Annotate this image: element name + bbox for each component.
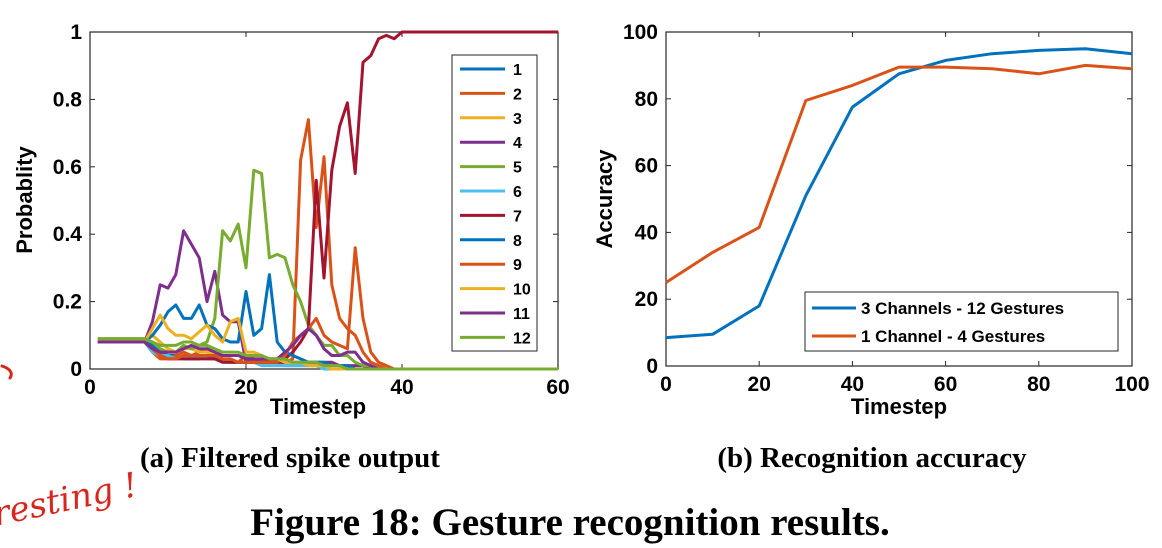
chart-b-ytick-label: 20: [635, 288, 658, 311]
chart-a-lines: [97, 30, 558, 371]
chart-a-ytick-label: 1: [70, 21, 82, 44]
chart-b-ytick-label: 40: [635, 221, 658, 244]
chart-b-lines: [665, 47, 1133, 340]
chart-a-xtick-label: 0: [84, 376, 96, 399]
chart-b-xlabel: Timestep: [851, 394, 947, 419]
chart-a-series-12-line: [97, 337, 558, 371]
chart-a-legend-label: 3: [513, 111, 522, 128]
chart-b-legend: 3 Channels - 12 Gestures 1 Channel - 4 Ge…: [804, 291, 1119, 352]
chart-a-legend-label: 9: [513, 257, 522, 274]
chart-b-ylabel: Accuracy: [592, 149, 617, 249]
chart-a-legend-label: 11: [513, 306, 530, 323]
chart-b-xtick-label: 0: [660, 373, 672, 396]
chart-a-legend-label: 7: [513, 208, 522, 225]
chart-b-ticks: 0 20 40 60 80 100 0 20 40 60 80 100: [623, 21, 1150, 396]
figure-caption: Figure 18: Gesture recognition results.: [250, 501, 889, 544]
chart-b-caption: (b) Recognition accuracy: [717, 442, 1027, 474]
chart-a-legend-label: 8: [513, 233, 522, 250]
chart-b-legend-label: 1 Channel - 4 Gestures: [861, 327, 1045, 346]
chart-a-ytick-label: 0.2: [53, 291, 82, 314]
chart-a-legend-label: 4: [513, 135, 522, 152]
chart-a-legend-label: 10: [513, 282, 531, 299]
chart-b-xtick-label: 40: [841, 373, 864, 396]
chart-b-ytick-label: 80: [635, 88, 658, 111]
chart-a-ytick-label: 0: [70, 358, 82, 381]
chart-a-legend-label: 5: [513, 160, 522, 177]
ink-mark: [0, 364, 13, 380]
chart-b-legend-box: [804, 291, 1119, 352]
chart-a-xlabel: Timestep: [270, 394, 366, 419]
chart-b-legend-label: 3 Channels - 12 Gestures: [861, 299, 1064, 318]
chart-b-ytick-label: 100: [623, 21, 658, 44]
chart-a-ylabel: Probablity: [12, 145, 37, 253]
chart-a-legend-box: [451, 54, 538, 352]
chart-a-legend-label: 6: [513, 184, 522, 201]
chart-b-ytick-label: 0: [646, 355, 658, 378]
chart-a-legend-label: 1: [513, 62, 522, 79]
handwritten-note: resting !: [0, 465, 141, 535]
chart-b: 0 20 40 60 80 100 0 20 40 60 80 100 Timestep Accura…: [592, 21, 1150, 474]
chart-b-ytick-label: 60: [635, 155, 658, 178]
handwritten-annotation: resting !: [0, 364, 141, 535]
chart-a-xtick-label: 40: [390, 376, 413, 399]
chart-a-xtick-label: 60: [546, 376, 569, 399]
chart-a-legend-label: 2: [513, 86, 522, 103]
chart-b-xtick-label: 100: [1114, 373, 1149, 396]
chart-a-ytick-label: 0.8: [53, 88, 83, 111]
chart-a-xtick-label: 20: [234, 376, 257, 399]
chart-b-series-2-line: [665, 63, 1133, 284]
chart-b-xtick-label: 80: [1027, 373, 1050, 396]
chart-a: 0 20 40 60 0 0.2 0.4 0.6 0.8 1 Timestep Probablit…: [12, 21, 570, 474]
chart-a-ytick-label: 0.6: [53, 156, 82, 179]
chart-a-caption: (a) Filtered spike output: [140, 442, 440, 474]
chart-b-xtick-label: 60: [934, 373, 957, 396]
chart-a-ytick-label: 0.4: [53, 223, 83, 246]
chart-a-ticks: 0 20 40 60 0 0.2 0.4 0.6 0.8 1: [53, 21, 570, 399]
chart-b-xtick-label: 20: [748, 373, 771, 396]
chart-a-legend-label: 12: [513, 330, 531, 347]
chart-b-series-1-line: [665, 47, 1133, 340]
